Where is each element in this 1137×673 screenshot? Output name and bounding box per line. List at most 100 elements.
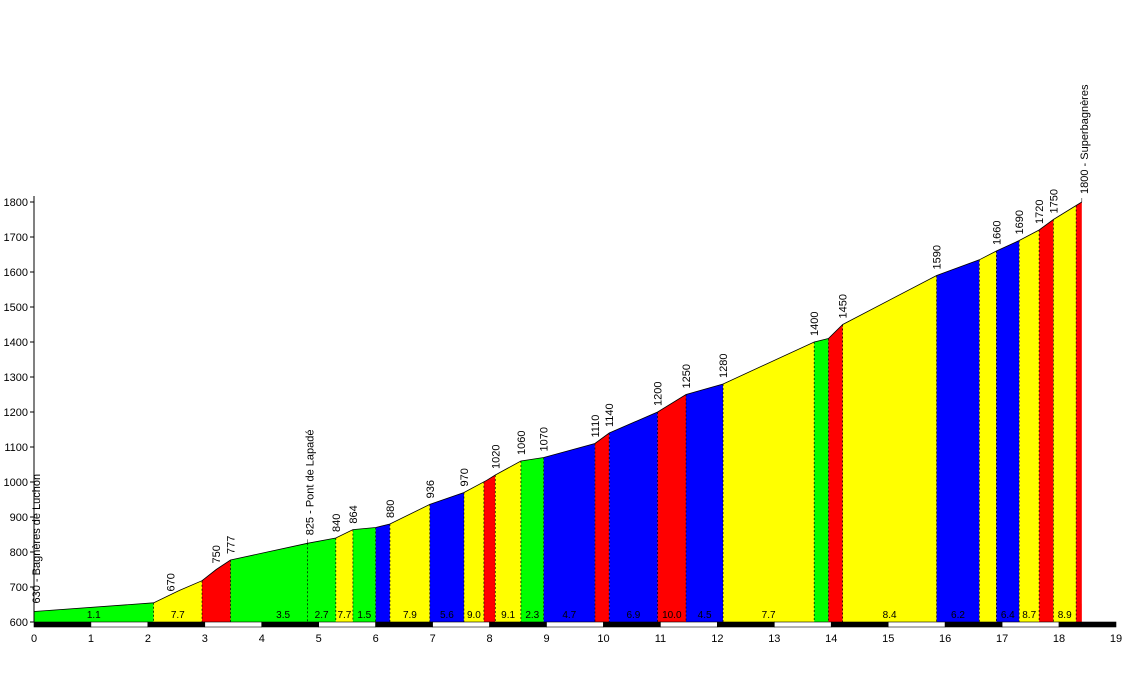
grade-segment-9 [429, 492, 464, 622]
grade-segment-27 [1039, 219, 1054, 622]
altitude-label-9: 1060 [516, 431, 528, 455]
x-axis-band-9 [546, 621, 604, 628]
x-axis-band-17 [1001, 621, 1060, 628]
altitude-label-18: 1590 [932, 245, 944, 269]
place-label-0: 630 - Bagnères de Luchon [31, 474, 43, 604]
grade-labels: 1.1 7.7 3.5 2.7 7.7 1.5 7.9 5.6 9.0 9.1 2.3 4.7 6.9 1… [87, 610, 1072, 621]
y-tick-label: 1100 [4, 442, 28, 454]
x-tick-label: 4 [259, 633, 265, 645]
grade-segment-4 [307, 538, 336, 622]
grade-segment-11 [483, 475, 496, 622]
grade-segment-28 [1053, 205, 1077, 622]
grade-segment-10 [463, 481, 484, 622]
profile-outline [33, 201, 1083, 612]
x-axis-band-3 [204, 621, 263, 628]
altitude-label-17: 1450 [838, 294, 850, 318]
y-tick-label: 900 [10, 512, 28, 524]
grade-segment-13 [520, 457, 544, 622]
grade-segment-18 [686, 384, 724, 622]
x-axis-band-11 [660, 621, 718, 628]
altitude-label-3: 840 [331, 514, 343, 532]
x-axis-band-1 [90, 621, 149, 628]
x-tick-labels: 0 1 2 3 4 5 6 7 8 9 10 11 12 13 14 15 16 17 18 19 [31, 633, 1122, 645]
x-tick-label: 14 [825, 633, 837, 645]
x-tick-label: 11 [655, 633, 666, 645]
altitude-label-0: 670 [166, 573, 178, 591]
grade-segment-16 [609, 412, 658, 622]
grade-segment-8 [389, 504, 430, 622]
x-axis-band-7 [432, 621, 490, 628]
altitude-label-12: 1140 [604, 403, 616, 427]
y-tick-label: 700 [10, 582, 28, 594]
x-axis-band-18 [1058, 621, 1117, 628]
grade-label-18: 4.5 [698, 610, 712, 621]
grade-segment-29 [1076, 202, 1082, 622]
place-label-1: 825 - Pont de Lapadé [304, 429, 316, 535]
y-tick-label: 1500 [4, 302, 28, 314]
grade-segment-19 [723, 342, 815, 622]
grade-label-25: 6.4 [1001, 610, 1015, 621]
x-axis-band-13 [773, 621, 832, 628]
y-tick-label: 1400 [4, 337, 28, 349]
altitude-label-4: 864 [348, 505, 360, 523]
x-axis-band-4 [261, 621, 319, 628]
altitude-label-21: 1720 [1034, 200, 1046, 224]
altitude-label-19: 1660 [991, 221, 1003, 245]
altitude-label-15: 1280 [718, 354, 730, 378]
grade-label-16: 6.9 [626, 610, 640, 621]
grade-segment-25 [996, 240, 1020, 622]
grade-label-1: 7.7 [171, 610, 185, 621]
y-tick-label: 1600 [4, 267, 28, 279]
x-tick-label: 5 [316, 633, 322, 645]
grade-label-4: 2.7 [315, 610, 329, 621]
grade-label-9: 5.6 [440, 610, 454, 621]
x-tick-label: 3 [202, 633, 208, 645]
place-label-2: 1800 - Superbagnères [1079, 84, 1091, 194]
place-labels: 630 - Bagnères de Luchon 825 - Pont de La… [31, 84, 1091, 612]
grade-label-0: 1.1 [87, 610, 101, 621]
x-axis-band-2 [147, 621, 206, 628]
x-tick-label: 9 [543, 633, 549, 645]
y-tick-label: 1700 [4, 232, 28, 244]
altitude-label-2: 777 [226, 536, 238, 554]
x-axis-band-16 [944, 621, 1003, 628]
x-axis-band-0 [33, 621, 92, 628]
grade-label-5: 7.7 [337, 610, 351, 621]
altitude-label-22: 1750 [1048, 189, 1060, 213]
x-tick-label: 2 [145, 633, 151, 645]
grade-label-8: 7.9 [403, 610, 417, 621]
segment-dividers [153, 205, 1077, 622]
x-axis-band-6 [375, 621, 433, 628]
x-tick-label: 1 [88, 633, 94, 645]
grade-label-22: 8.4 [883, 610, 897, 621]
altitude-label-14: 1250 [681, 364, 693, 388]
axes [30, 196, 1117, 628]
y-tick-label: 1200 [4, 407, 28, 419]
grade-segment-20 [814, 338, 829, 622]
x-tick-label: 19 [1110, 633, 1122, 645]
grade-label-17: 10.0 [662, 610, 682, 621]
y-tick-label: 1300 [4, 372, 28, 384]
altitude-label-5: 880 [385, 500, 397, 518]
altitude-label-8: 1020 [490, 445, 502, 469]
altitude-label-10: 1070 [539, 427, 551, 451]
grade-label-13: 2.3 [525, 610, 539, 621]
altitude-label-11: 1110 [590, 415, 602, 438]
x-axis-band-10 [603, 621, 661, 628]
grade-segment-22 [842, 275, 937, 622]
x-axis-band-14 [830, 621, 889, 628]
x-tick-label: 17 [996, 633, 1008, 645]
grade-label-19: 7.7 [762, 610, 776, 621]
grade-segment-17 [657, 394, 687, 622]
grade-segment-23 [936, 259, 980, 622]
altitude-label-7: 970 [459, 468, 471, 486]
y-tick-label: 600 [10, 617, 28, 629]
grade-segment-12 [495, 461, 521, 622]
grade-label-28: 8.9 [1058, 610, 1072, 621]
grade-segment-0 [34, 602, 154, 622]
x-tick-label: 12 [711, 633, 723, 645]
y-tick-labels: 600 700 800 900 1000 1100 1200 1300 1400 1500 1600… [4, 197, 28, 629]
y-tick-label: 1800 [4, 197, 28, 209]
